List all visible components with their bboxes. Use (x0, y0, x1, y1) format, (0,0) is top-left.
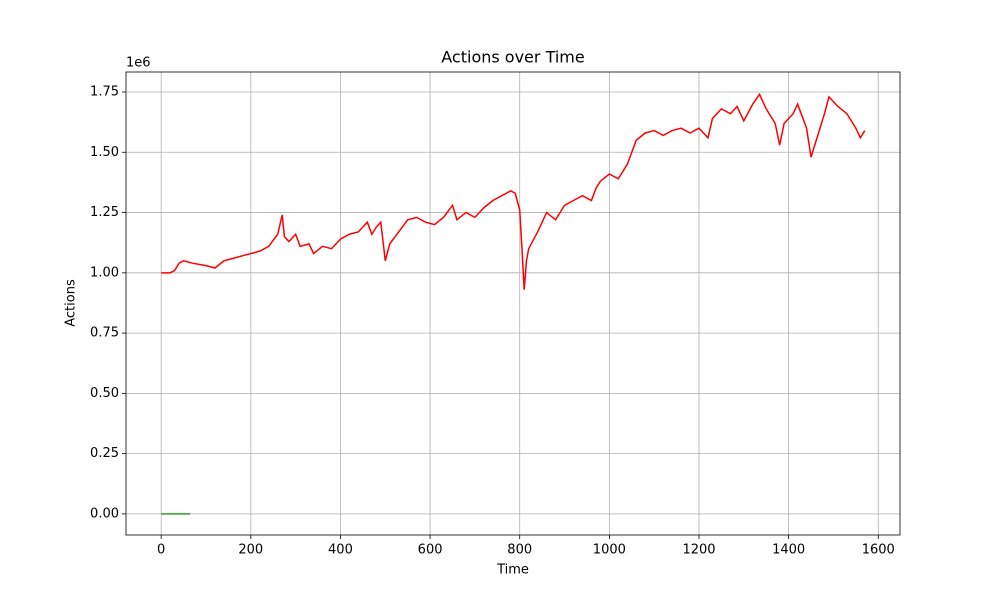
y-tick-label: 0.50 (90, 386, 119, 401)
y-tick-label: 0.00 (90, 506, 119, 521)
x-tick-label: 200 (238, 543, 263, 558)
x-tick-label: 600 (418, 543, 443, 558)
x-tick-label: 800 (507, 543, 532, 558)
y-tick-label: 0.75 (90, 326, 119, 341)
x-tick-label: 1000 (593, 543, 626, 558)
x-axis-label: Time (496, 563, 529, 578)
plot-frame (125, 71, 901, 536)
y-tick-label: 1.50 (90, 145, 119, 160)
y-tick-label: 1.75 (90, 85, 119, 100)
x-tick-label: 1400 (772, 543, 805, 558)
x-tick-label: 400 (328, 543, 353, 558)
chart-title: Actions over Time (441, 48, 584, 67)
x-tick-label: 1600 (862, 543, 895, 558)
y-tick-label: 1.00 (90, 265, 119, 280)
x-tick-label: 0 (157, 543, 165, 558)
series-line (161, 92, 866, 290)
y-tick-label: 0.25 (90, 446, 119, 461)
y-axis-label: Actions (64, 279, 79, 327)
y-offset-label: 1e6 (126, 56, 151, 71)
x-tick-label: 1200 (682, 543, 715, 558)
y-tick-label: 1.25 (90, 205, 119, 220)
